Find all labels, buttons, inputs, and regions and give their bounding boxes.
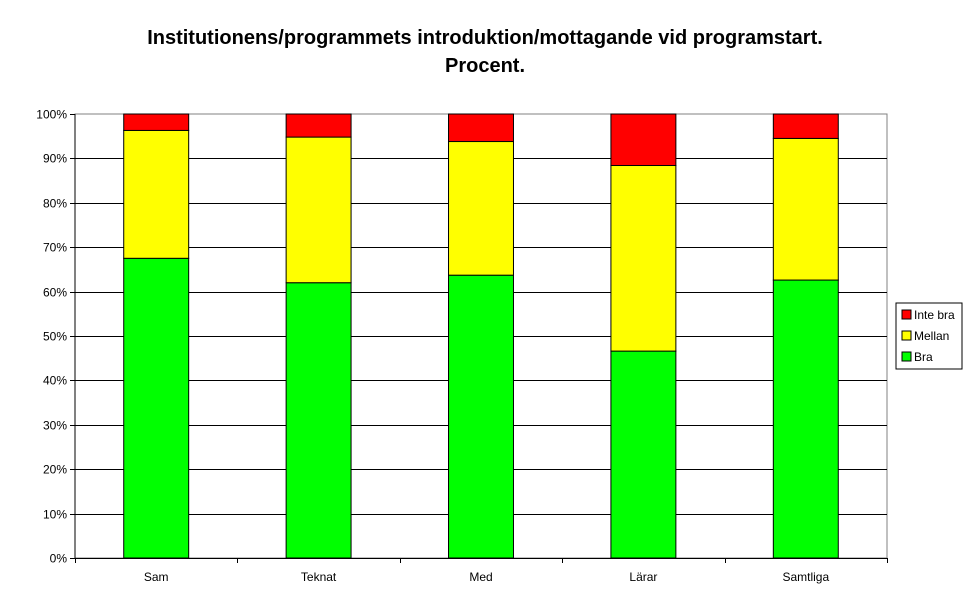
legend: Inte bra Mellan Bra [895,302,963,370]
bar-segment [285,113,352,138]
legend-label: Mellan [914,329,949,343]
y-tick-label: 60% [43,286,67,300]
y-tick-label: 90% [43,152,67,166]
bars [123,113,839,559]
y-tick-label: 50% [43,330,67,344]
x-tick-label: Teknat [301,570,337,584]
bar-segment [610,350,677,559]
bar-segment [772,137,839,281]
y-tick-label: 70% [43,241,67,255]
bar-segment [448,113,514,143]
y-axis: 0% 10% 20% 30% 40% 50% 60% 70% 80% 90% 100% [36,108,76,566]
bar-segment [123,113,190,131]
y-tick-label: 0% [50,552,68,566]
x-axis: Sam Teknat Med Lärar Samtliga [75,558,888,584]
chart-title: Institutionens/programmets introduktion/… [147,27,823,49]
bar-segment [123,257,190,559]
x-tick-label: Med [469,570,492,584]
y-tick-label: 80% [43,197,67,211]
bar-segment [285,136,352,284]
legend-swatch [901,351,912,362]
bar-segment [448,274,514,559]
y-tick-label: 40% [43,374,67,388]
legend-swatch [901,330,912,341]
bar-segment [772,279,839,559]
x-tick-label: Sam [144,570,169,584]
chart-subtitle: Procent. [445,55,525,77]
bar-segment [610,113,677,167]
x-tick-label: Lärar [629,570,657,584]
bar-segment [610,165,677,352]
x-tick-label: Samtliga [782,570,829,584]
bar-segment [285,282,352,559]
y-tick-label: 20% [43,463,67,477]
bar-segment [772,113,839,139]
bar-segment [448,141,514,276]
legend-label: Inte bra [914,308,955,322]
bar-segment [123,129,190,259]
legend-swatch [901,309,912,320]
y-tick-label: 100% [36,108,67,122]
y-tick-label: 30% [43,419,67,433]
y-tick-label: 10% [43,508,67,522]
legend-label: Bra [914,350,933,364]
